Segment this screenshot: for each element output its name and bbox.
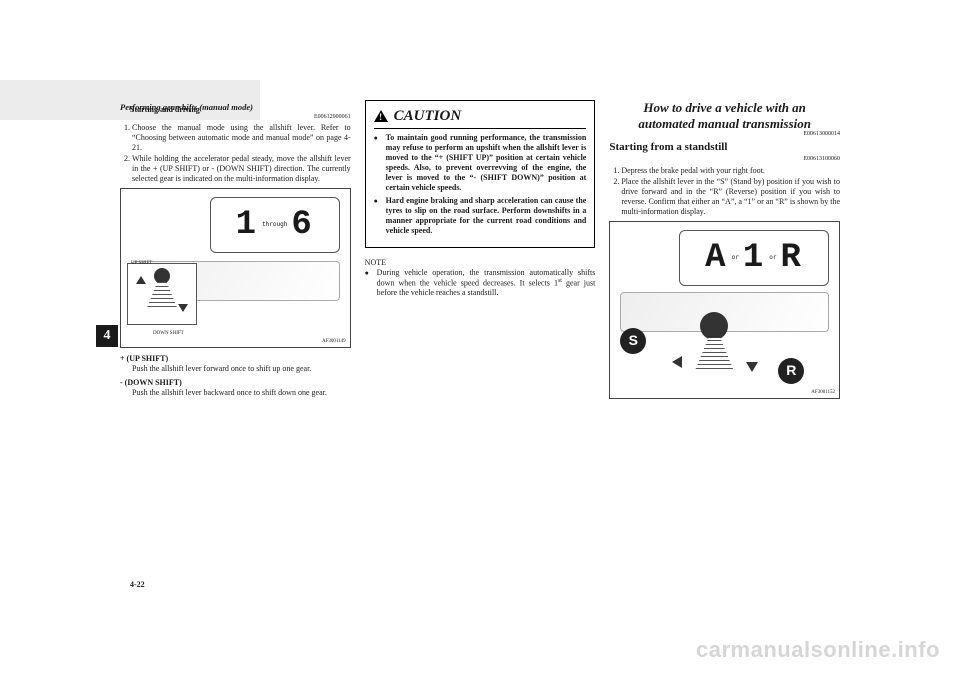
display-seg-right: 6 [291, 204, 313, 247]
display-or2: or [769, 254, 776, 262]
column-2: CAUTION To maintain good running perform… [365, 100, 596, 590]
list-item: Place the allshift lever in the “S” (Sta… [621, 177, 840, 217]
s-position-icon: S [620, 328, 646, 354]
caution-list: To maintain good running performance, th… [374, 133, 587, 236]
col3-subhead: Starting from a standstill [609, 141, 840, 155]
display-seg-r: R [780, 237, 802, 280]
watermark: carmanualsonline.info [696, 637, 940, 663]
chapter-tab: 4 [96, 325, 118, 347]
arrow-left-icon [672, 356, 682, 368]
gear-display: 1 through 6 [210, 197, 340, 253]
display-seg-1: 1 [743, 237, 765, 280]
col1-figure: 1 through 6 UP SHIFT DOWN SHIFT AF300114… [120, 188, 351, 348]
col1-code: E00612900061 [120, 114, 351, 122]
shift-gate-illustration [660, 312, 770, 384]
col3-code1: E00613000014 [609, 131, 840, 139]
term-down-shift-body: Push the allshift lever backward once to… [120, 388, 351, 398]
column-1: Performing gearshifts (manual mode) E006… [120, 100, 351, 590]
up-shift-label: UP SHIFT [131, 261, 152, 267]
figure-code: AF3001149 [322, 339, 346, 345]
col1-steps: Choose the manual mode using the allshif… [120, 123, 351, 184]
page-content: Performing gearshifts (manual mode) E006… [120, 100, 840, 590]
display-or1: or [732, 254, 739, 262]
col1-subhead: Performing gearshifts (manual mode) [120, 102, 351, 113]
display-seg-a: A [705, 237, 727, 280]
shift-lever-illustration [127, 263, 197, 325]
figure-code: AF3001152 [811, 390, 835, 396]
list-item: While holding the accelerator pedal stea… [132, 154, 351, 184]
list-item: To maintain good running performance, th… [374, 133, 587, 193]
arrow-down-icon [746, 362, 758, 372]
caution-title-text: CAUTION [394, 107, 462, 126]
arrow-up-icon [136, 276, 146, 284]
col3-figure: A or 1 or R S R AF3001152 [609, 221, 840, 399]
section-heading-line1: How to drive a vehicle with an [609, 100, 840, 116]
note-list: During vehicle operation, the transmissi… [365, 268, 596, 299]
caution-box: CAUTION To maintain good running perform… [365, 100, 596, 248]
section-heading-line2: automated manual transmission [609, 116, 840, 132]
shift-boot-icon [146, 282, 178, 310]
display-through: through [262, 221, 287, 229]
term-down-shift: - (DOWN SHIFT) [120, 378, 351, 388]
arrow-down-icon [178, 304, 188, 312]
gear-display: A or 1 or R [679, 230, 829, 286]
down-shift-label: DOWN SHIFT [153, 331, 184, 337]
list-item: Hard engine braking and sharp accelerati… [374, 196, 587, 236]
caution-title: CAUTION [374, 107, 587, 129]
col3-code2: E00613100060 [609, 156, 840, 164]
note-heading: NOTE [365, 258, 596, 268]
shift-boot-icon [694, 338, 734, 372]
list-item: Depress the brake pedal with your right … [621, 166, 840, 176]
column-3: How to drive a vehicle with an automated… [609, 100, 840, 590]
display-seg-left: 1 [236, 204, 258, 247]
term-up-shift-body: Push the allshift lever forward once to … [120, 364, 351, 374]
shift-knob-icon [700, 312, 728, 340]
warning-triangle-icon [374, 110, 388, 122]
shift-knob-icon [154, 268, 170, 284]
col3-steps: Depress the brake pedal with your right … [609, 166, 840, 217]
list-item: During vehicle operation, the transmissi… [365, 268, 596, 299]
r-position-icon: R [778, 358, 804, 384]
term-up-shift: + (UP SHIFT) [120, 354, 351, 364]
list-item: Choose the manual mode using the allshif… [132, 123, 351, 153]
